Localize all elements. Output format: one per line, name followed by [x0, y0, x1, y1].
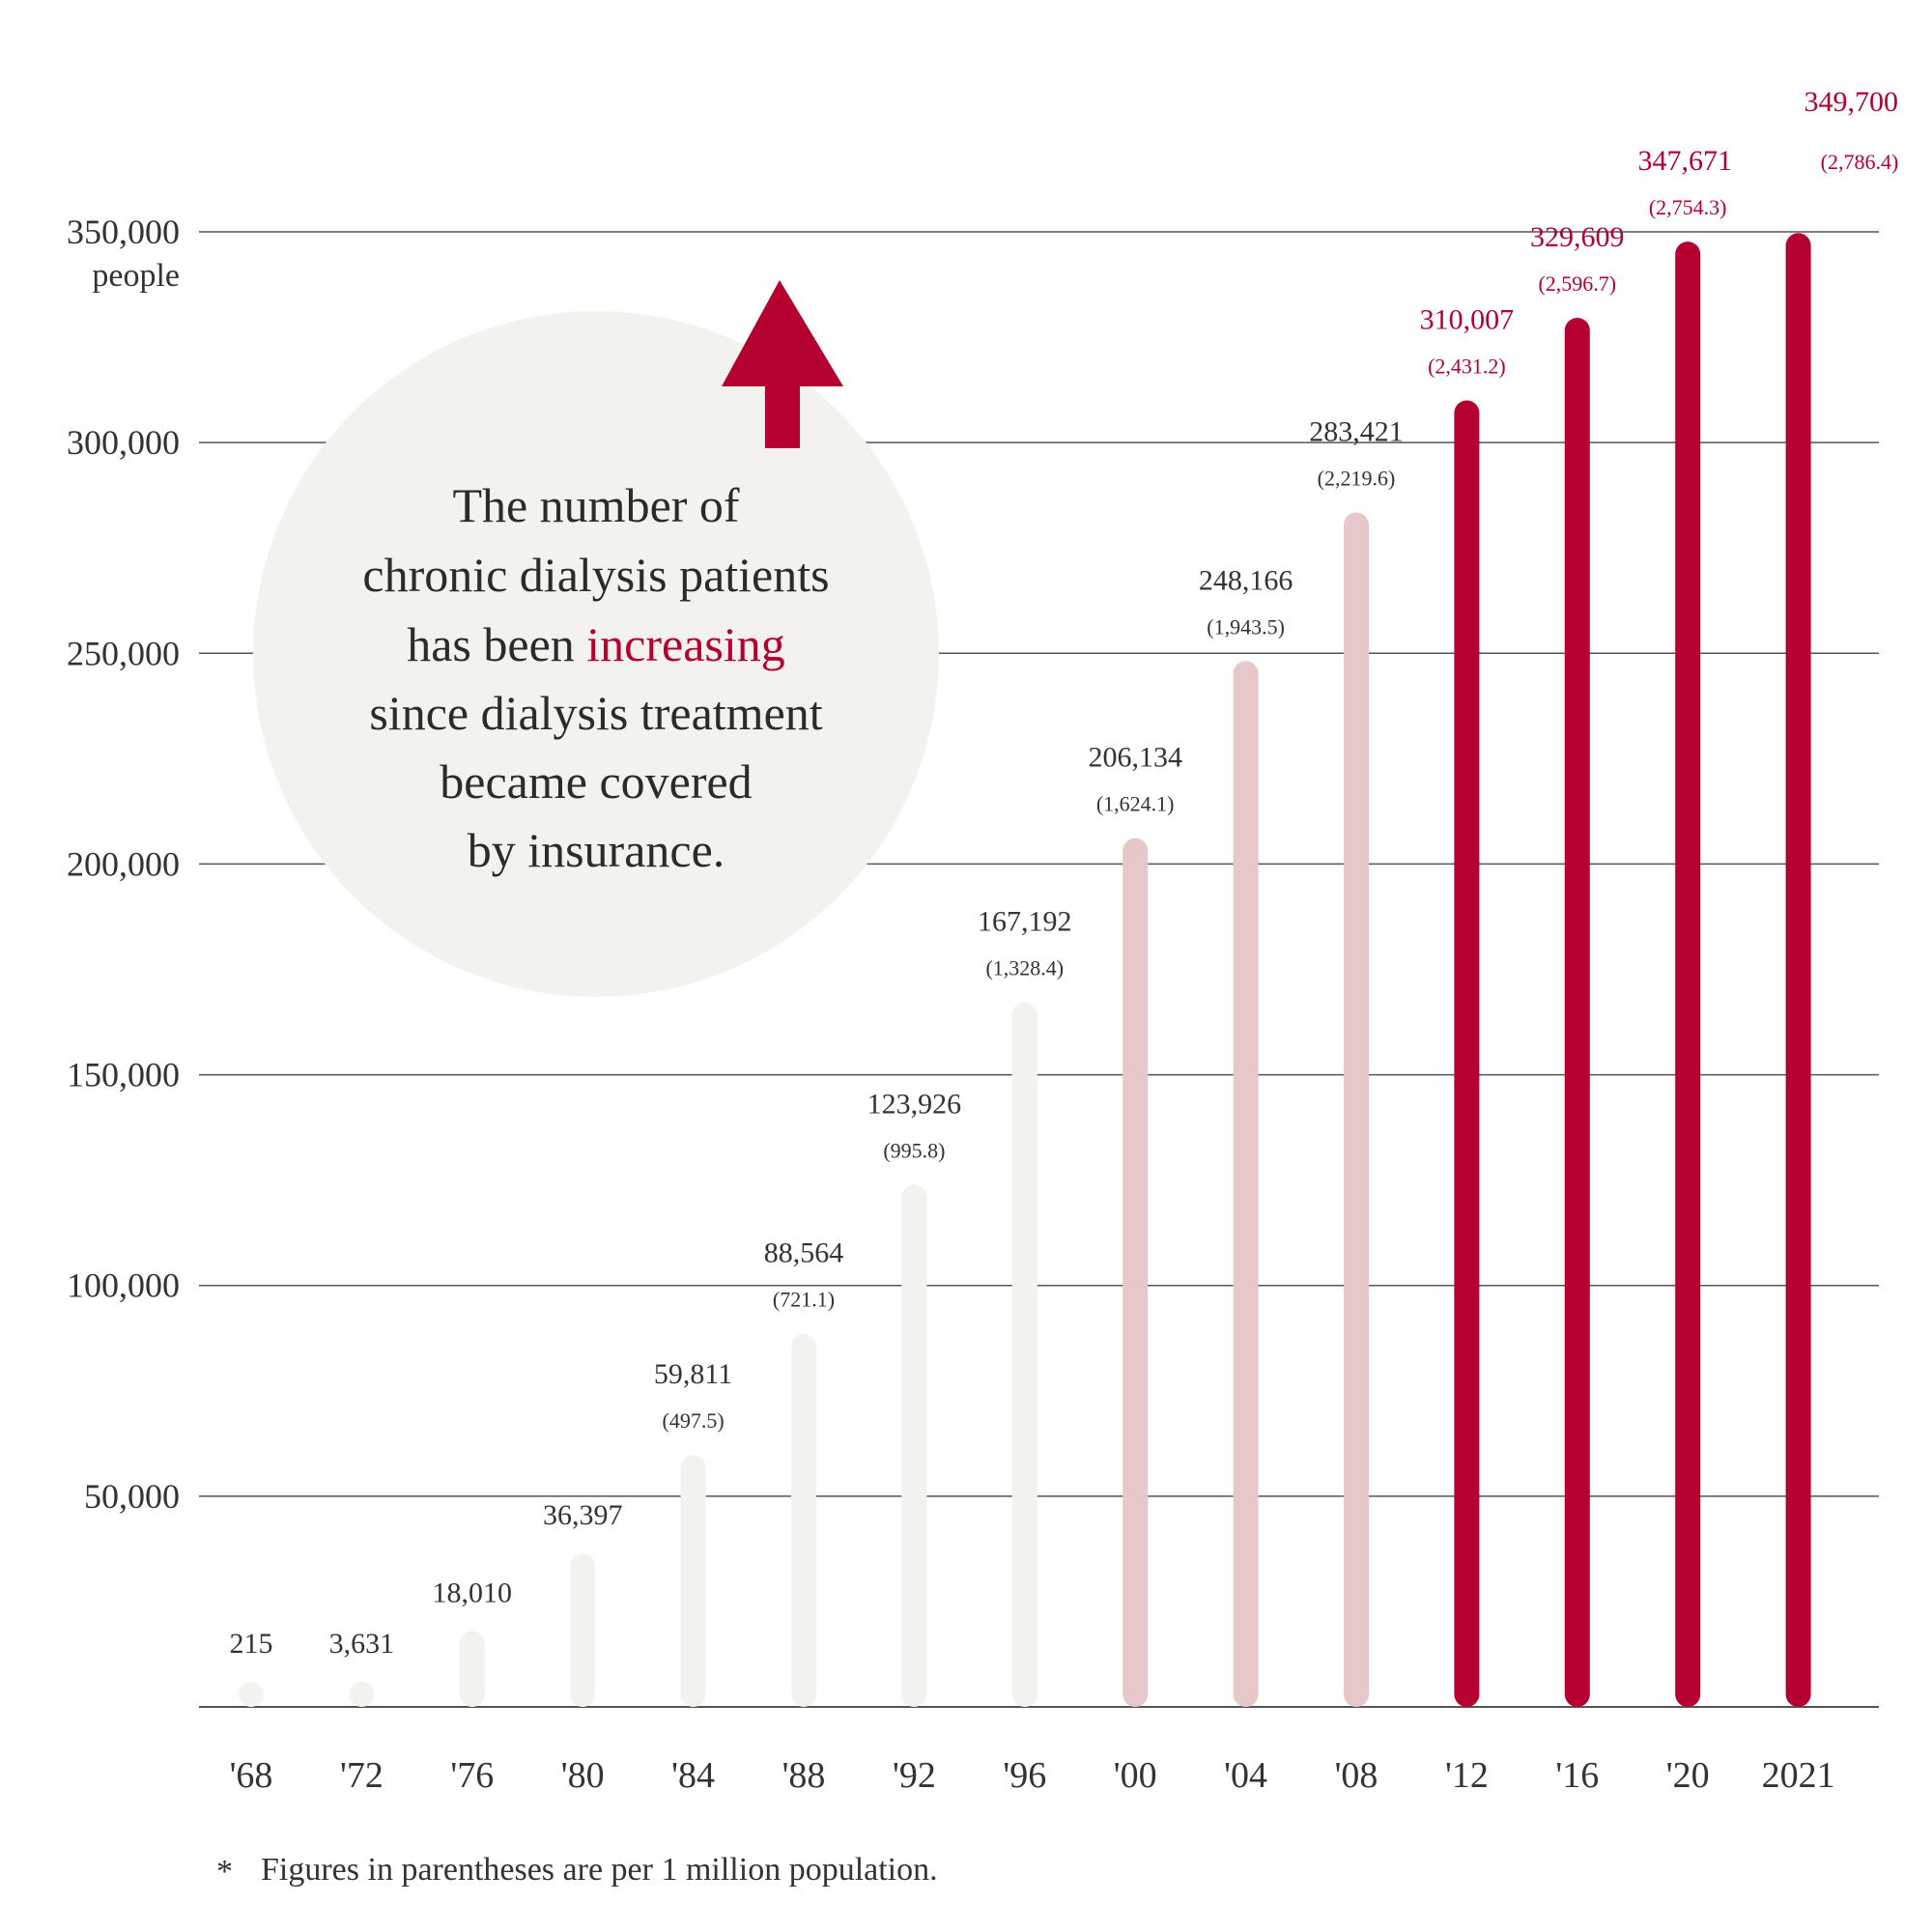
callout-bubble: The number of chronic dialysis patients … — [253, 280, 939, 997]
value-label: 310,007 — [1420, 303, 1515, 335]
value-label: 283,421 — [1309, 415, 1404, 447]
value-label: 36,397 — [543, 1499, 623, 1531]
bar — [1785, 233, 1811, 1708]
value-label: 167,192 — [978, 906, 1072, 938]
x-tick-label: '92 — [893, 1755, 936, 1796]
value-label: 88,564 — [764, 1237, 844, 1269]
bar — [239, 1682, 264, 1707]
per-million-label: (2,596.7) — [1538, 271, 1616, 296]
callout-line-3: has been increasing — [407, 617, 785, 671]
value-label: 59,811 — [654, 1358, 732, 1390]
per-million-label: (2,754.3) — [1649, 195, 1727, 219]
value-label: 347,671 — [1637, 145, 1732, 177]
per-million-label: (497.5) — [663, 1408, 724, 1433]
x-tick-label: '00 — [1114, 1755, 1157, 1796]
callout-highlight: increasing — [586, 617, 784, 671]
value-label: 18,010 — [433, 1577, 513, 1608]
per-million-label: (2,786.4) — [1821, 150, 1899, 174]
per-million-label: (721.1) — [773, 1288, 835, 1312]
x-tick-label: '16 — [1555, 1755, 1599, 1796]
value-labels: 215 3,631 18,010 36,397 59,811 (497.5) 88,564 (… — [230, 86, 1899, 1660]
bar — [570, 1553, 596, 1707]
per-million-label: (1,624.1) — [1096, 792, 1175, 816]
callout-line-5: became covered — [440, 754, 752, 809]
value-label: 329,609 — [1530, 221, 1625, 253]
x-tick-label: '04 — [1224, 1755, 1267, 1796]
y-tick-label: 300,000 — [67, 423, 180, 462]
x-tick-label: 2021 — [1762, 1755, 1835, 1796]
bar — [349, 1682, 375, 1707]
bar — [1454, 400, 1480, 1707]
x-tick-label: '08 — [1335, 1755, 1378, 1796]
x-axis: '68 '72 '76 '80 '84 '88 '92 '96 '00 '04 '08 '12 '16 '… — [230, 1755, 1835, 1796]
x-tick-label: '20 — [1666, 1755, 1710, 1796]
x-tick-label: '88 — [782, 1755, 826, 1796]
bars — [239, 233, 1811, 1708]
y-tick-label: 200,000 — [67, 844, 180, 883]
y-tick-label: 150,000 — [67, 1056, 180, 1094]
bar — [459, 1631, 485, 1707]
y-axis: 50,000 100,000 150,000 200,000 250,000 300,00… — [67, 213, 180, 1516]
y-tick-label: 350,000 — [67, 213, 180, 251]
x-tick-label: '68 — [230, 1755, 273, 1796]
value-label: 349,700 — [1804, 86, 1899, 118]
value-label: 206,134 — [1088, 742, 1182, 774]
value-label: 3,631 — [329, 1628, 395, 1660]
per-million-label: (995.8) — [883, 1138, 945, 1162]
y-unit-label: people — [92, 258, 180, 294]
footnote-mark: * — [216, 1854, 233, 1889]
callout-line-1: The number of — [452, 478, 739, 532]
bar — [1344, 512, 1369, 1708]
footnote-text: Figures in parentheses are per 1 million… — [261, 1852, 938, 1888]
bar — [1122, 838, 1149, 1707]
callout-circle — [253, 311, 939, 997]
bar — [1675, 242, 1701, 1707]
bar — [680, 1455, 706, 1707]
up-arrow-shaft-icon — [765, 384, 800, 448]
value-label: 215 — [230, 1628, 273, 1660]
per-million-label: (1,328.4) — [985, 956, 1064, 980]
x-tick-label: '12 — [1445, 1755, 1489, 1796]
value-label: 248,166 — [1199, 564, 1293, 596]
footnote: * Figures in parentheses are per 1 milli… — [216, 1852, 938, 1889]
y-tick-label: 50,000 — [84, 1477, 180, 1516]
up-arrow-icon — [722, 280, 843, 386]
x-tick-label: '80 — [561, 1755, 605, 1796]
bar — [1233, 661, 1259, 1708]
per-million-label: (2,431.2) — [1428, 354, 1506, 378]
bar — [791, 1333, 816, 1707]
x-tick-label: '84 — [671, 1755, 715, 1796]
bar — [1564, 317, 1590, 1707]
per-million-label: (1,943.5) — [1207, 614, 1285, 639]
y-tick-label: 250,000 — [67, 634, 180, 672]
callout-line-6: by insurance. — [468, 823, 725, 877]
value-label: 123,926 — [867, 1088, 962, 1120]
bar — [901, 1184, 927, 1707]
callout-line-3-before: has been — [407, 617, 586, 671]
callout-line-2: chronic dialysis patients — [362, 548, 829, 602]
bar — [1011, 1002, 1037, 1707]
y-tick-label: 100,000 — [67, 1266, 180, 1305]
callout-line-4: since dialysis treatment — [369, 686, 822, 740]
x-tick-label: '96 — [1003, 1755, 1046, 1796]
x-tick-label: '76 — [450, 1755, 494, 1796]
per-million-label: (2,219.6) — [1318, 466, 1396, 490]
x-tick-label: '72 — [340, 1755, 384, 1796]
